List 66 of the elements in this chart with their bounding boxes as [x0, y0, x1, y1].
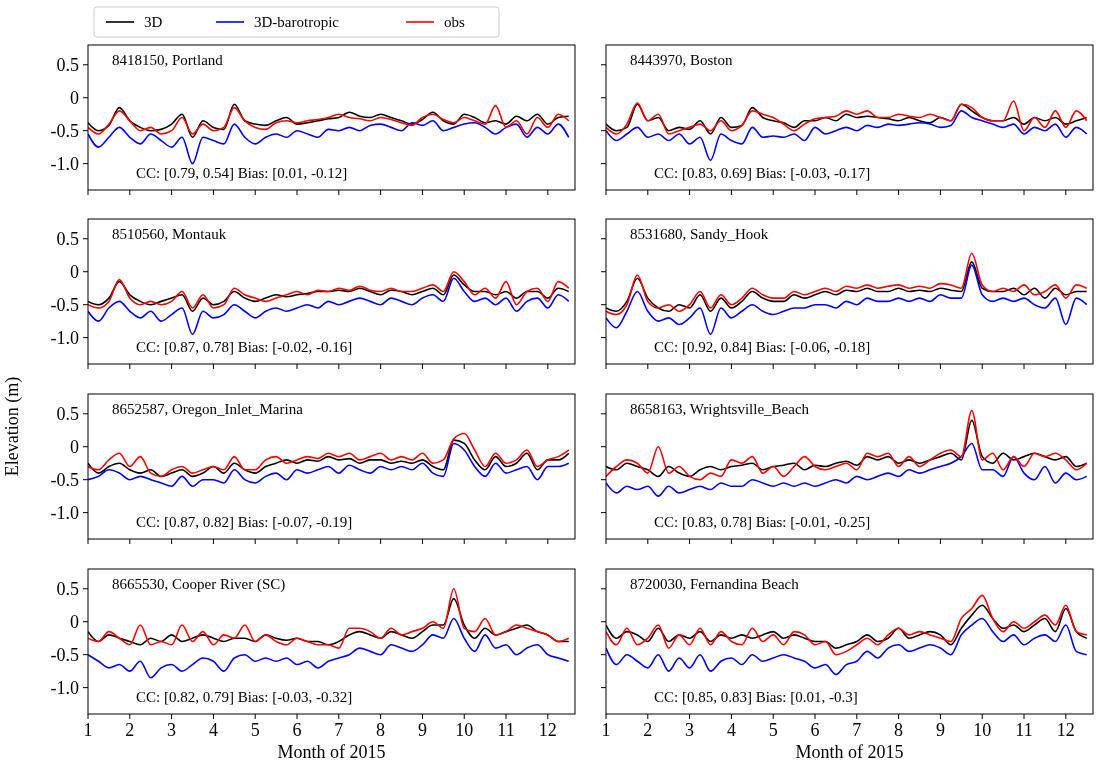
y-tick-label: 0.5: [56, 404, 79, 425]
x-tick-label: 12: [538, 720, 557, 740]
annotation: 8418150, Portland: [112, 52, 224, 68]
annotation: 8510560, Montauk: [112, 226, 227, 242]
x-tick-label: 8: [376, 720, 386, 740]
x-axis-title: Month of 2015: [795, 742, 904, 762]
y-tick-label: -0.5: [50, 644, 79, 665]
legend-label: 3D: [144, 14, 163, 31]
y-tick-label: -0.5: [50, 469, 79, 490]
legend-label: obs: [444, 14, 465, 31]
y-tick-label: -0.5: [50, 120, 79, 141]
x-tick-label: 6: [810, 720, 820, 740]
annotation: CC: [0.83, 0.78] Bias: [-0.01, -0.25]: [654, 514, 871, 530]
x-tick-label: 9: [935, 720, 945, 740]
annotation: 8443970, Boston: [630, 52, 734, 68]
annotation: 8720030, Fernandina Beach: [630, 576, 800, 592]
y-tick-label: -1.0: [50, 677, 79, 698]
x-tick-label: 9: [417, 720, 427, 740]
legend-label: 3D-barotropic: [254, 14, 340, 31]
y-tick-label: 0.5: [56, 579, 79, 600]
annotation: 8658163, Wrightsville_Beach: [630, 401, 810, 417]
y-tick-label: -1.0: [50, 502, 79, 523]
x-tick-label: 12: [1056, 720, 1075, 740]
x-tick-label: 10: [455, 720, 474, 740]
x-tick-label: 3: [685, 720, 695, 740]
y-tick-label: 0: [70, 88, 79, 109]
y-tick-label: -0.5: [50, 294, 79, 315]
annotation: CC: [0.87, 0.82] Bias: [-0.07, -0.19]: [136, 514, 353, 530]
line-series: [88, 442, 570, 488]
annotation: CC: [0.82, 0.79] Bias: [-0.03, -0.32]: [136, 689, 353, 705]
line-series: [88, 617, 570, 679]
annotation: CC: [0.85, 0.83] Bias: [0.01, -0.3]: [654, 689, 858, 705]
x-tick-label: 6: [292, 720, 302, 740]
x-tick-label: 3: [167, 720, 177, 740]
x-tick-label: 11: [497, 720, 515, 740]
x-tick-label: 5: [250, 720, 260, 740]
x-tick-label: 4: [726, 720, 736, 740]
x-tick-label: 2: [125, 720, 135, 740]
annotation: CC: [0.83, 0.69] Bias: [-0.03, -0.17]: [654, 165, 871, 181]
y-tick-label: -1.0: [50, 327, 79, 348]
y-tick-label: -1.0: [50, 153, 79, 174]
x-tick-label: 10: [973, 720, 992, 740]
x-tick-label: 7: [852, 720, 862, 740]
x-tick-label: 8: [894, 720, 904, 740]
annotation: 8652587, Oregon_Inlet_Marina: [112, 401, 304, 417]
x-tick-label: 5: [768, 720, 778, 740]
x-tick-label: 1: [83, 720, 93, 740]
x-tick-label: 4: [208, 720, 218, 740]
y-tick-label: 0: [70, 262, 79, 283]
x-tick-label: 2: [643, 720, 653, 740]
y-axis-title: Elevation (m): [2, 376, 23, 477]
y-tick-label: 0.5: [56, 55, 79, 76]
line-series: [88, 432, 570, 478]
x-tick-label: 11: [1015, 720, 1033, 740]
annotation: 8665530, Cooper River (SC): [112, 576, 286, 593]
line-series: [88, 120, 570, 165]
y-tick-label: 0.5: [56, 229, 79, 250]
x-tick-label: 1: [601, 720, 611, 740]
annotation: CC: [0.92, 0.84] Bias: [-0.06, -0.18]: [654, 339, 871, 355]
annotation: CC: [0.87, 0.78] Bias: [-0.02, -0.16]: [136, 339, 353, 355]
y-tick-label: 0: [70, 437, 79, 458]
x-tick-label: 7: [334, 720, 344, 740]
x-axis-title: Month of 2015: [277, 742, 386, 762]
annotation: CC: [0.79, 0.54] Bias: [0.01, -0.12]: [136, 165, 348, 181]
annotation: 8531680, Sandy_Hook: [630, 226, 769, 242]
y-tick-label: 0: [70, 612, 79, 633]
